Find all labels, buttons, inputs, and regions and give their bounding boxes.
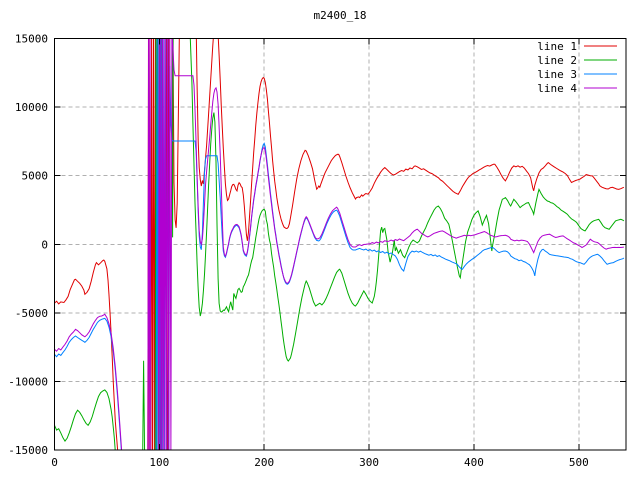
x-tick-label: 200: [254, 456, 274, 469]
legend-label: line 2: [537, 54, 577, 67]
x-tick-label: 500: [569, 456, 589, 469]
y-tick-label: 0: [41, 238, 48, 251]
legend-label: line 4: [537, 82, 577, 95]
chart-title: m2400_18: [313, 9, 367, 22]
y-tick-label: -15000: [8, 444, 48, 457]
y-tick-label: 10000: [15, 101, 48, 114]
x-tick-label: 100: [149, 456, 169, 469]
y-tick-label: -5000: [15, 307, 48, 320]
legend-label: line 1: [537, 40, 577, 53]
x-tick-label: 0: [51, 456, 58, 469]
y-tick-label: 15000: [15, 33, 48, 46]
legend-label: line 3: [537, 68, 577, 81]
series-line-4: [54, 38, 625, 450]
y-tick-label: -10000: [8, 375, 48, 388]
series-group: [54, 38, 625, 450]
y-tick-label: 5000: [22, 170, 49, 183]
x-tick-label: 400: [464, 456, 484, 469]
series-line-2: [54, 38, 625, 450]
x-tick-label: 300: [359, 456, 379, 469]
